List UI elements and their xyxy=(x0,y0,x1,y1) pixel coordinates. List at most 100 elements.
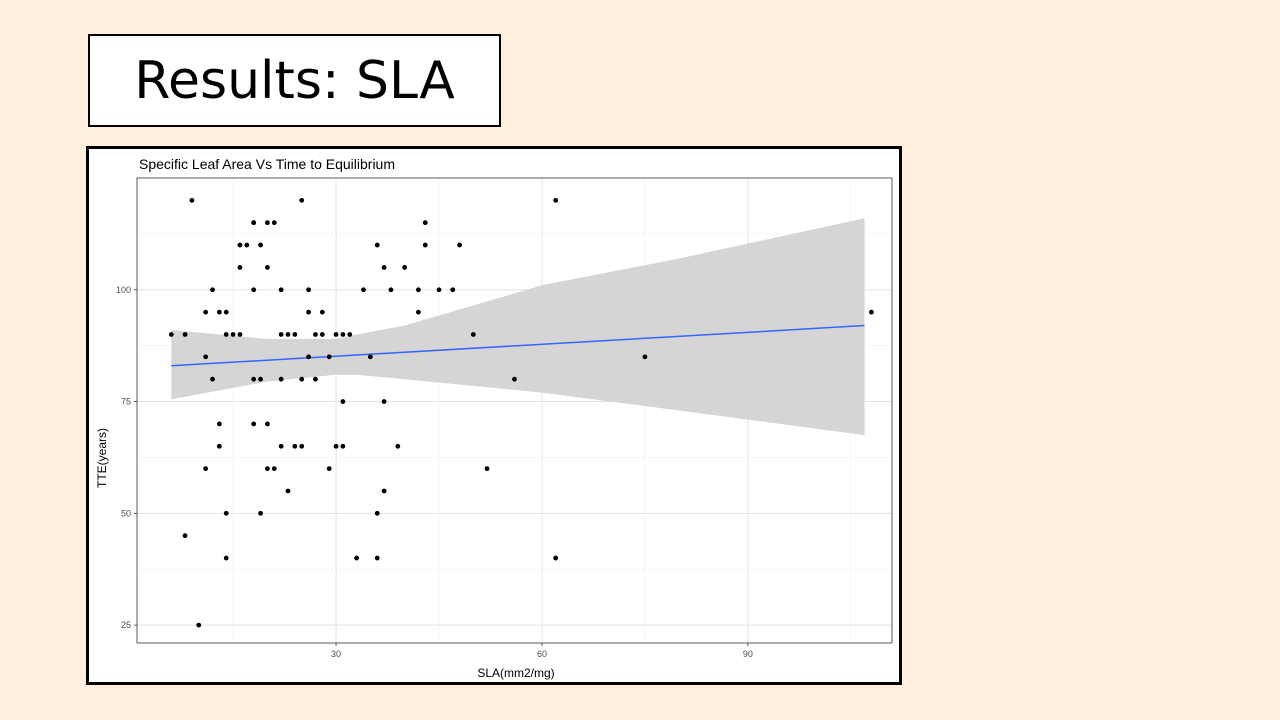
data-point xyxy=(292,332,298,337)
points-layer xyxy=(168,197,874,628)
chart-frame: 30 60 90 25 50 75 100 Specific Leaf Area Vs Ti… xyxy=(86,146,902,685)
fit-line xyxy=(171,324,865,367)
data-point xyxy=(244,242,250,248)
data-point xyxy=(319,309,325,315)
data-point xyxy=(251,376,257,382)
data-point xyxy=(484,466,490,472)
x-tick-label: 30 xyxy=(331,649,341,659)
data-point xyxy=(251,287,257,293)
data-point xyxy=(422,242,428,248)
data-point xyxy=(299,197,305,203)
data-point xyxy=(278,287,284,293)
data-point xyxy=(416,287,421,293)
data-point xyxy=(216,309,222,315)
data-point xyxy=(278,376,284,382)
y-tick-label: 100 xyxy=(116,285,131,295)
data-point xyxy=(271,466,277,472)
y-tick-label: 75 xyxy=(121,397,131,407)
data-point xyxy=(182,332,188,337)
data-point xyxy=(340,332,346,337)
data-point xyxy=(381,265,387,270)
confidence-band xyxy=(171,218,865,436)
data-point xyxy=(285,332,291,337)
y-tick-label: 50 xyxy=(121,508,131,518)
data-point xyxy=(223,510,229,516)
slide-title-box: Results: SLA xyxy=(88,34,501,127)
data-point xyxy=(381,488,387,494)
data-point xyxy=(306,287,311,293)
data-point xyxy=(340,443,346,449)
data-point xyxy=(230,332,236,337)
data-point xyxy=(251,421,257,427)
data-point xyxy=(313,332,318,337)
data-point xyxy=(271,220,277,226)
data-point xyxy=(203,466,209,472)
data-point xyxy=(168,332,174,337)
data-point xyxy=(319,332,325,337)
data-point xyxy=(237,332,243,337)
data-point xyxy=(416,309,421,315)
data-point xyxy=(237,265,243,270)
data-point xyxy=(299,443,305,449)
data-point xyxy=(278,443,284,449)
data-point xyxy=(223,555,229,561)
x-axis-title: SLA(mm2/mg) xyxy=(477,666,554,680)
data-point xyxy=(313,376,318,382)
data-point xyxy=(326,354,332,360)
data-point xyxy=(223,332,229,337)
data-point xyxy=(333,332,339,337)
data-point xyxy=(265,220,270,226)
data-point xyxy=(340,399,346,404)
data-point xyxy=(333,443,339,449)
data-point xyxy=(216,443,222,449)
fit-line-layer xyxy=(171,324,865,367)
data-point xyxy=(237,242,243,248)
data-point xyxy=(347,332,353,337)
data-point xyxy=(457,242,462,248)
data-point xyxy=(189,197,195,203)
axes-layer: 30 60 90 25 50 75 100 xyxy=(116,177,893,659)
x-tick-label: 60 xyxy=(537,649,547,659)
chart-title: Specific Leaf Area Vs Time to Equilibriu… xyxy=(139,156,395,172)
data-point xyxy=(326,466,332,472)
data-point xyxy=(203,354,209,360)
data-point xyxy=(258,376,263,382)
data-point xyxy=(553,197,559,203)
data-point xyxy=(258,242,263,248)
y-axis-title: TTE(years) xyxy=(95,428,109,488)
data-point xyxy=(470,332,476,337)
data-point xyxy=(395,443,401,449)
data-point xyxy=(196,622,202,628)
data-point xyxy=(299,376,305,382)
data-point xyxy=(374,555,380,561)
slide-title: Results: SLA xyxy=(134,50,455,111)
data-point xyxy=(422,220,428,226)
data-point xyxy=(450,287,456,293)
data-point xyxy=(354,555,360,561)
data-point xyxy=(292,443,298,449)
scatter-chart: 30 60 90 25 50 75 100 Specific Leaf Area Vs Ti… xyxy=(95,156,893,680)
data-point xyxy=(258,510,263,516)
data-point xyxy=(285,488,291,494)
data-point xyxy=(182,533,188,539)
data-point xyxy=(210,376,215,382)
data-point xyxy=(374,510,380,516)
x-tick-label: 90 xyxy=(743,649,753,659)
data-point xyxy=(553,555,559,561)
data-point xyxy=(216,421,222,427)
data-point xyxy=(210,287,215,293)
data-point xyxy=(367,354,373,360)
data-point xyxy=(436,287,442,293)
data-point xyxy=(402,265,408,270)
confidence-band-layer xyxy=(171,218,865,436)
data-point xyxy=(265,421,270,427)
data-point xyxy=(265,265,270,270)
data-point xyxy=(306,309,311,315)
data-point xyxy=(512,376,517,382)
data-point xyxy=(278,332,284,337)
data-point xyxy=(306,354,311,360)
data-point xyxy=(223,309,229,315)
data-point xyxy=(388,287,394,293)
data-point xyxy=(361,287,366,293)
y-tick-label: 25 xyxy=(121,620,131,630)
